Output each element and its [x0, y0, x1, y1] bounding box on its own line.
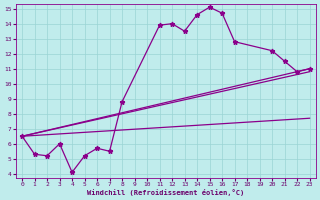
X-axis label: Windchill (Refroidissement éolien,°C): Windchill (Refroidissement éolien,°C)	[87, 189, 244, 196]
